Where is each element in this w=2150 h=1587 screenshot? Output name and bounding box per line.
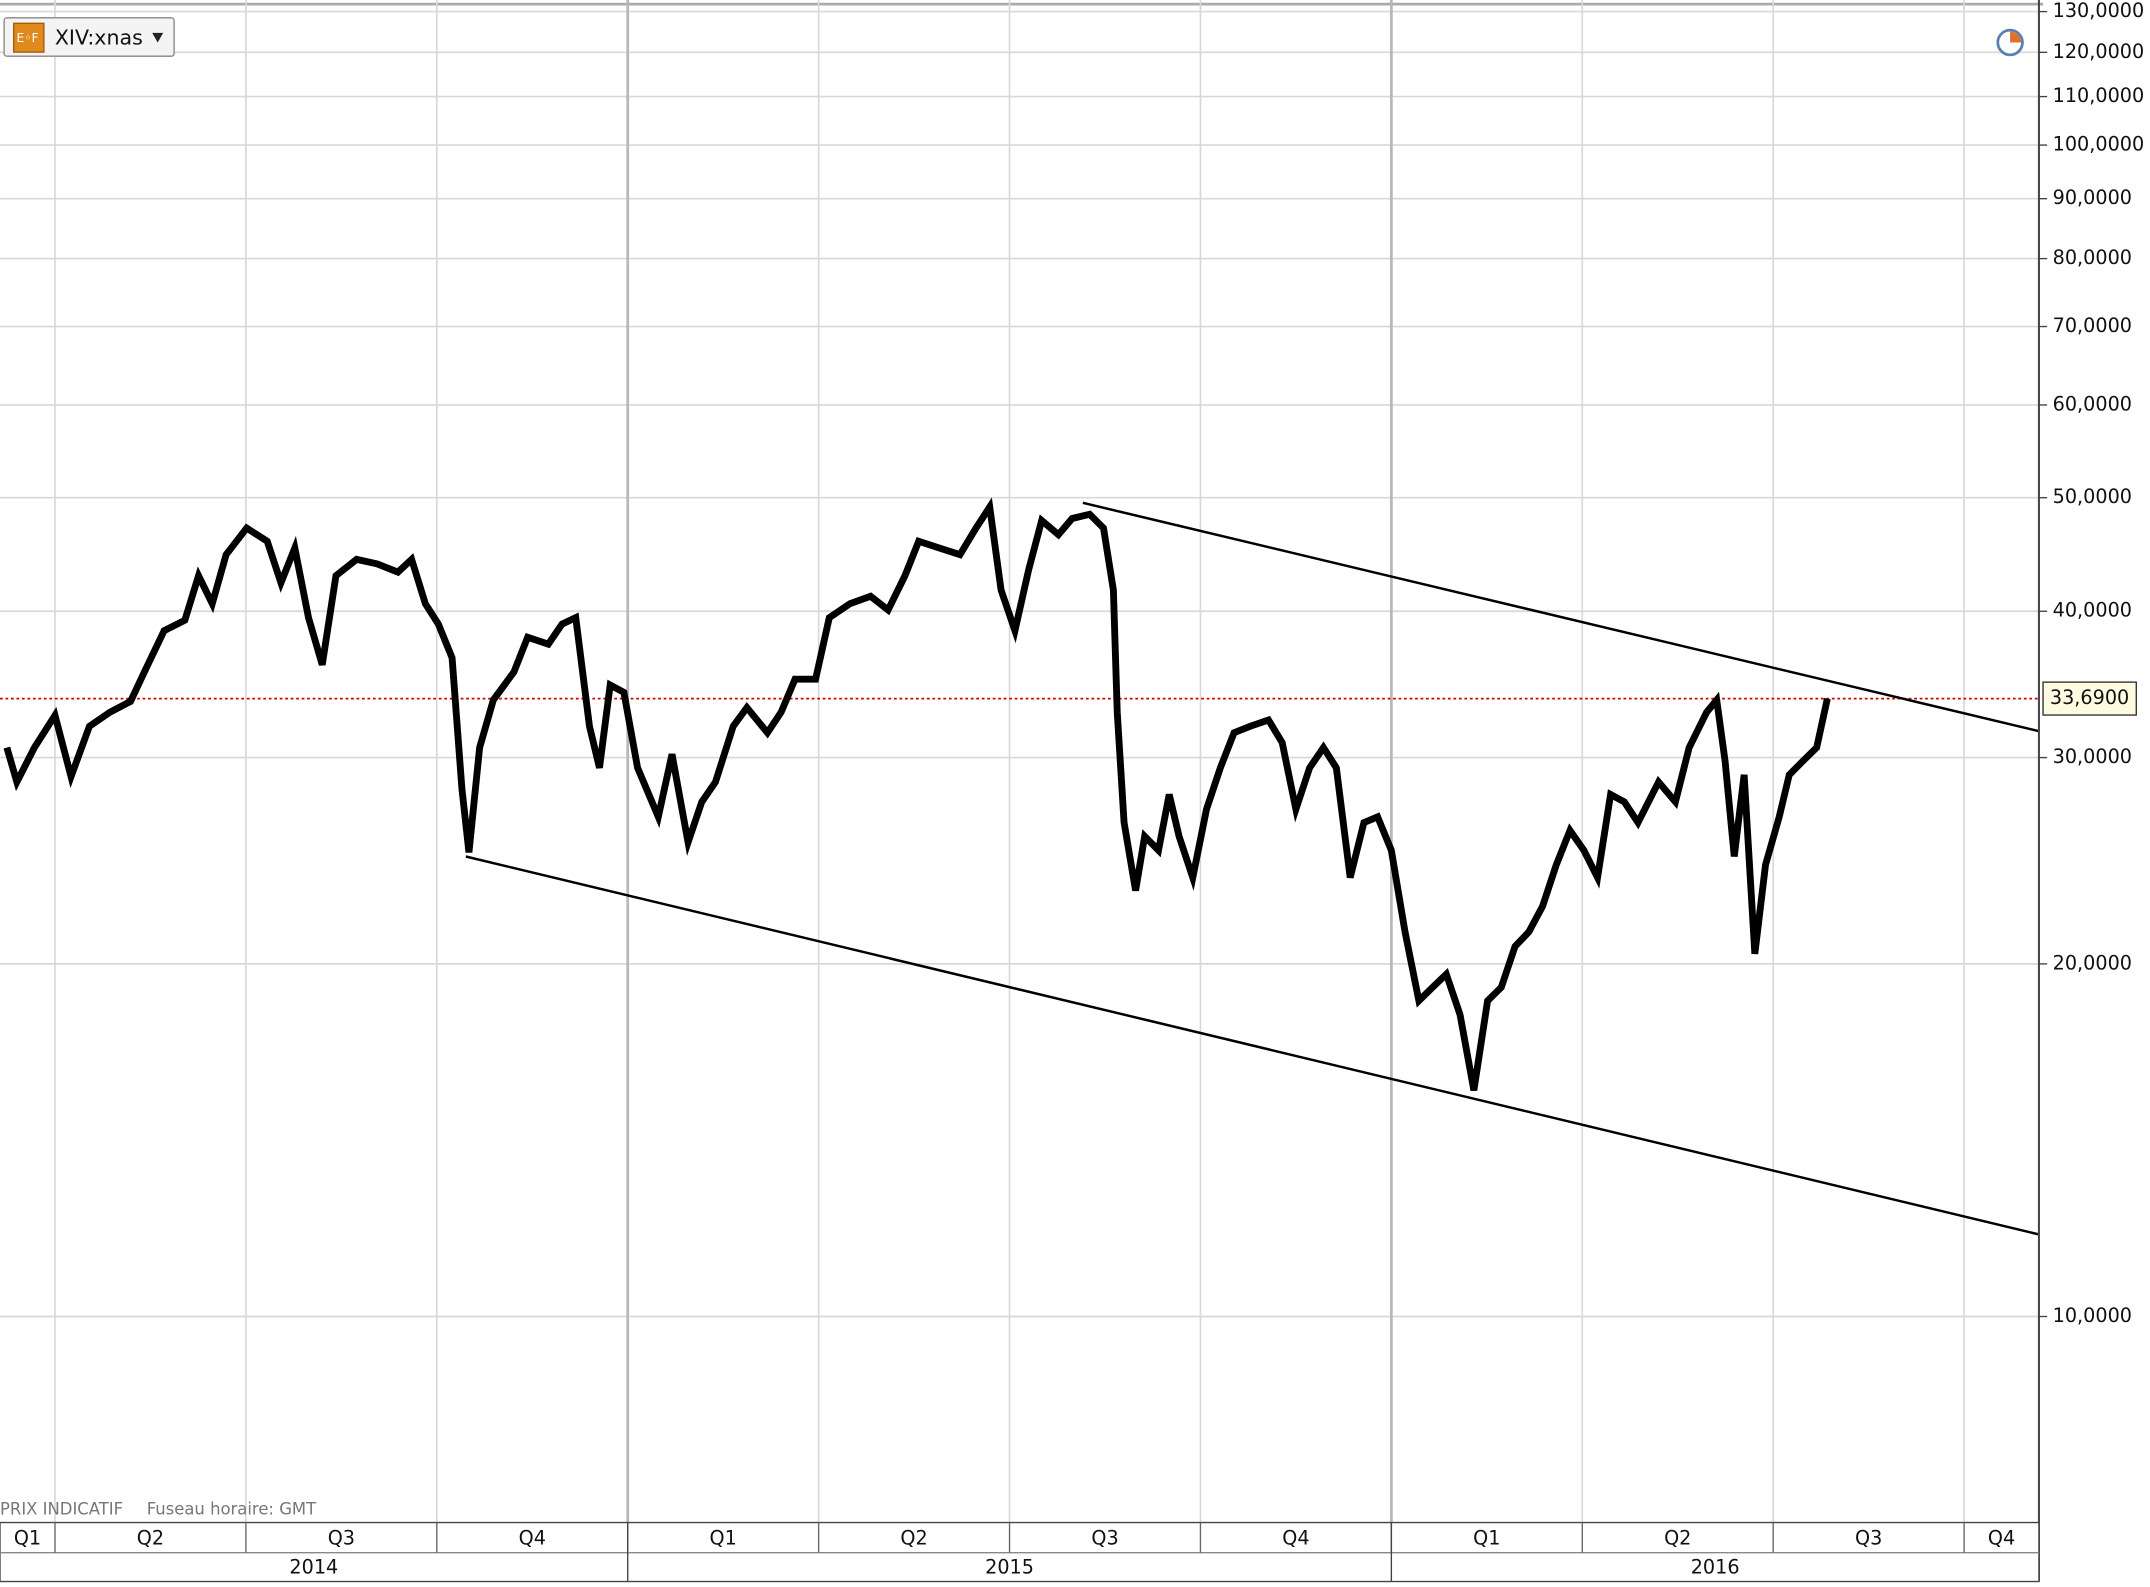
x-tick-label: Q4 — [1988, 1526, 2015, 1549]
symbol-button[interactable] — [3, 17, 175, 57]
year-label: 2015 — [985, 1555, 1034, 1578]
year-label: 2016 — [1691, 1555, 1740, 1578]
trend-line — [1082, 501, 2040, 733]
x-tick-label: Q2 — [1664, 1526, 1691, 1549]
x-tick-label: Q1 — [14, 1526, 41, 1549]
icon-glyph: E◦F — [16, 31, 38, 45]
y-tick-label: 110,0000 — [2053, 84, 2145, 107]
trend-line — [465, 855, 2040, 1236]
clock-icon[interactable] — [1996, 28, 2024, 57]
footer-timezone: Fuseau horaire: GMT — [147, 1500, 317, 1519]
last-price-box — [2042, 681, 2137, 716]
y-tick-label: 60,0000 — [2053, 392, 2132, 415]
x-tick-label: Q3 — [1091, 1526, 1118, 1549]
y-tick-label: 30,0000 — [2053, 745, 2132, 768]
y-tick-label: 130,0000 — [2053, 0, 2145, 22]
last-price-label: 33,6900 — [2050, 686, 2129, 709]
x-tick-label: Q3 — [1855, 1526, 1882, 1549]
y-tick-label: 70,0000 — [2053, 314, 2132, 337]
clock-hand — [2010, 31, 2022, 43]
grid — [0, 0, 2039, 1523]
y-tick-label: 90,0000 — [2053, 186, 2132, 209]
dropdown-arrow — [152, 32, 164, 43]
axis: 10,0000 20,0000 30,0000 40,0000 50,0000 60,00… — [14, 0, 2144, 1582]
x-tick-label: Q2 — [137, 1526, 164, 1549]
x-tick-label: Q3 — [328, 1526, 355, 1549]
x-tick-label: Q1 — [710, 1526, 737, 1549]
y-tick-label: 50,0000 — [2053, 485, 2132, 508]
x-tick-label: Q2 — [900, 1526, 927, 1549]
y-tick-label: 120,0000 — [2053, 40, 2145, 63]
x-tick-label: Q1 — [1473, 1526, 1500, 1549]
x-tick-label: Q4 — [1282, 1526, 1309, 1549]
y-tick-label: 10,0000 — [2053, 1304, 2132, 1327]
symbol-selector[interactable]: E◦F XIV:xnas — [3, 17, 175, 57]
year-label: 2014 — [289, 1555, 338, 1578]
price-line — [3, 497, 1831, 1091]
y-tick-label: 100,0000 — [2053, 133, 2145, 156]
y-tick-label: 40,0000 — [2053, 599, 2132, 622]
y-tick-label: 80,0000 — [2053, 246, 2132, 269]
y-tick-label: 20,0000 — [2053, 951, 2132, 974]
marks — [0, 497, 2040, 1236]
x-tick-label: Q4 — [519, 1526, 546, 1549]
symbol-name: XIV:xnas — [55, 25, 143, 49]
symbol-icon — [13, 22, 45, 53]
footer-note: PRIX INDICATIF — [0, 1500, 123, 1519]
